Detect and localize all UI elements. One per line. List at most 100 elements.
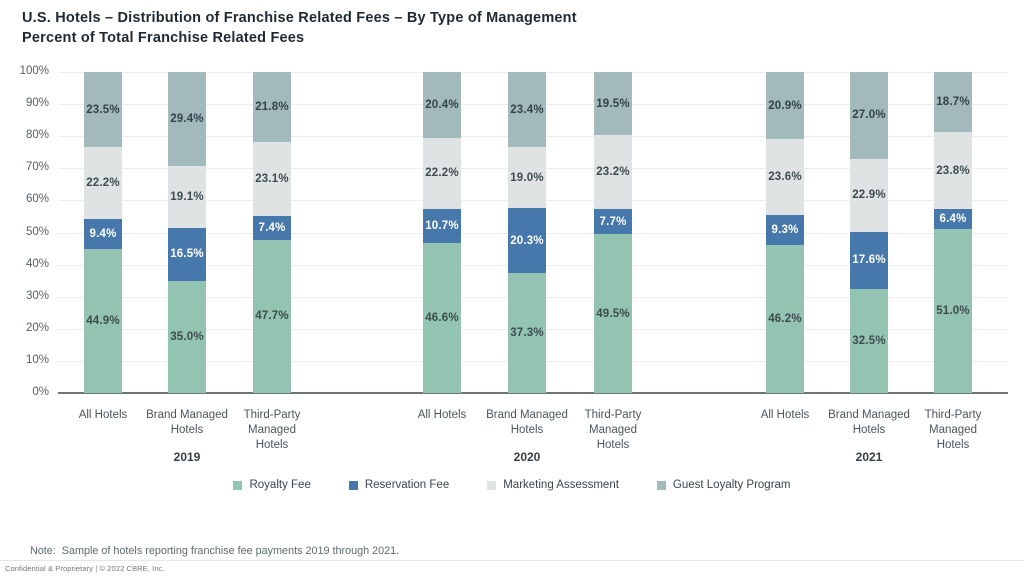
bar-category-label: Brand Managed Hotels — [828, 409, 910, 436]
y-tick-label: 20% — [25, 321, 49, 334]
bar-segment-marketing-assessment: 23.6% — [766, 139, 804, 215]
y-tick-label: 40% — [25, 257, 49, 270]
bar-value-label: 47.7% — [255, 310, 289, 323]
year-label: 2020 — [513, 450, 541, 464]
bar-value-label: 7.4% — [258, 222, 286, 235]
bar-value-label: 20.3% — [510, 234, 544, 247]
legend-swatch — [487, 480, 497, 490]
bar-value-label: 18.7% — [936, 96, 970, 109]
bar-value-label: 6.4% — [939, 213, 967, 226]
y-tick-label: 100% — [19, 65, 49, 77]
bar-value-label: 7.7% — [599, 215, 627, 228]
bar-segment-reservation-fee: 9.3% — [766, 214, 804, 245]
bar-category-label: All Hotels — [417, 409, 467, 421]
legend-item: Marketing Assessment — [487, 479, 619, 491]
bar-value-label: 35.0% — [170, 330, 204, 343]
legend-item: Guest Loyalty Program — [656, 479, 791, 491]
bar-segment-reservation-fee: 17.6% — [850, 232, 888, 289]
bar-segment-royalty-fee: 49.5% — [594, 234, 632, 393]
legend-swatch — [233, 480, 243, 490]
legend-label: Guest Loyalty Program — [672, 479, 791, 491]
bar-segment-royalty-fee: 46.2% — [766, 244, 804, 393]
bar-segment-royalty-fee: 44.9% — [84, 248, 122, 393]
bar-value-label: 22.2% — [425, 167, 459, 180]
y-tick-label: 10% — [25, 353, 49, 366]
bar-segment-royalty-fee: 47.7% — [253, 239, 291, 393]
confidential-footer: Confidential & Proprietary | © 2022 CBRE… — [5, 564, 165, 573]
bar-value-label: 19.1% — [170, 191, 204, 204]
bar-segment-reservation-fee: 7.4% — [253, 216, 291, 240]
bar-value-label: 19.0% — [510, 171, 544, 184]
bar-segment-reservation-fee: 6.4% — [934, 208, 972, 230]
bar-category-label: Third-Party Managed Hotels — [243, 409, 301, 451]
bar-segment-guest-loyalty-program: 23.4% — [508, 72, 546, 148]
legend-label: Reservation Fee — [364, 479, 450, 491]
plot-area: 0% 10% 20% 30% 40% 50% 60% 70% 80% 90% 100% 44.9% 9.… — [20, 65, 1008, 464]
bar-segment-reservation-fee: 20.3% — [508, 208, 546, 274]
bar-value-label: 9.4% — [89, 227, 117, 240]
bar-category-label: All Hotels — [78, 409, 128, 421]
bar-value-label: 44.9% — [86, 314, 120, 327]
bar-segment-guest-loyalty-program: 18.7% — [934, 72, 972, 133]
bar-segment-guest-loyalty-program: 23.5% — [84, 72, 122, 148]
bar-value-label: 23.4% — [510, 103, 544, 116]
y-tick-label: 60% — [25, 193, 49, 206]
bar-value-label: 19.5% — [596, 97, 630, 110]
bar-segment-royalty-fee: 46.6% — [423, 243, 461, 393]
chart-subtitle: Percent of Total Franchise Related Fees — [22, 30, 305, 46]
bar-value-label: 37.3% — [510, 327, 544, 340]
bar-segment-guest-loyalty-program: 20.9% — [766, 72, 804, 140]
year-label: 2021 — [855, 450, 883, 464]
y-tick-label: 90% — [25, 97, 49, 110]
bar-segment-marketing-assessment: 23.2% — [594, 134, 632, 210]
footer-divider — [0, 560, 1024, 561]
x-axis-line — [58, 392, 1008, 394]
bar-value-label: 23.8% — [936, 164, 970, 177]
bar-value-label: 20.9% — [768, 99, 802, 112]
bar-value-label: 51.0% — [936, 305, 970, 318]
bar-segment-marketing-assessment: 23.1% — [253, 142, 291, 217]
bar-value-label: 32.5% — [852, 334, 886, 347]
bar-segment-royalty-fee: 32.5% — [850, 288, 888, 393]
notes-block: Note: Sample of hotels reporting franchi… — [30, 509, 559, 579]
bar-value-label: 49.5% — [596, 307, 630, 320]
bar-segment-guest-loyalty-program: 20.4% — [423, 72, 461, 138]
bar-segment-marketing-assessment: 19.0% — [508, 147, 546, 209]
legend-label: Royalty Fee — [249, 479, 311, 491]
y-tick-label: 50% — [25, 225, 49, 238]
bar-segment-marketing-assessment: 22.9% — [850, 158, 888, 233]
bar-value-label: 17.6% — [852, 254, 886, 267]
bar-category-label: Brand Managed Hotels — [486, 409, 568, 436]
bar-value-label: 23.2% — [596, 166, 630, 179]
y-tick-label: 30% — [25, 289, 49, 302]
bar-value-label: 22.9% — [852, 189, 886, 202]
bar-segment-royalty-fee: 35.0% — [168, 280, 206, 393]
bar-segment-marketing-assessment: 23.8% — [934, 132, 972, 209]
bar-segment-marketing-assessment: 19.1% — [168, 166, 206, 228]
legend-swatch — [348, 480, 358, 490]
bar-value-label: 23.5% — [86, 103, 120, 116]
chart-title: U.S. Hotels – Distribution of Franchise … — [22, 10, 577, 26]
note-line: Note: Sample of hotels reporting franchi… — [30, 545, 400, 557]
bar-segment-guest-loyalty-program: 19.5% — [594, 72, 632, 135]
bar-value-label: 27.0% — [852, 109, 886, 122]
bar-segment-marketing-assessment: 22.2% — [423, 137, 461, 210]
legend-label: Marketing Assessment — [503, 479, 619, 491]
bar-category-label: Third-Party Managed Hotels — [924, 409, 982, 451]
bar-category-label: Brand Managed Hotels — [146, 409, 228, 436]
bar-value-label: 46.2% — [768, 312, 802, 325]
bar-value-label: 16.5% — [170, 248, 204, 261]
legend: Royalty Fee Reservation Fee Marketing Asse… — [0, 479, 1024, 491]
legend-item: Royalty Fee — [233, 479, 311, 491]
y-tick-label: 0% — [32, 386, 49, 398]
y-tick-label: 70% — [25, 161, 49, 174]
bar-value-label: 23.6% — [768, 170, 802, 183]
bar-segment-marketing-assessment: 22.2% — [84, 147, 122, 219]
bar-category-label: Third-Party Managed Hotels — [584, 409, 642, 451]
bar-value-label: 46.6% — [425, 312, 459, 325]
bar-value-label: 23.1% — [255, 173, 289, 186]
bar-value-label: 29.4% — [170, 113, 204, 126]
bar-segment-reservation-fee: 7.7% — [594, 209, 632, 235]
year-label: 2019 — [173, 450, 201, 464]
